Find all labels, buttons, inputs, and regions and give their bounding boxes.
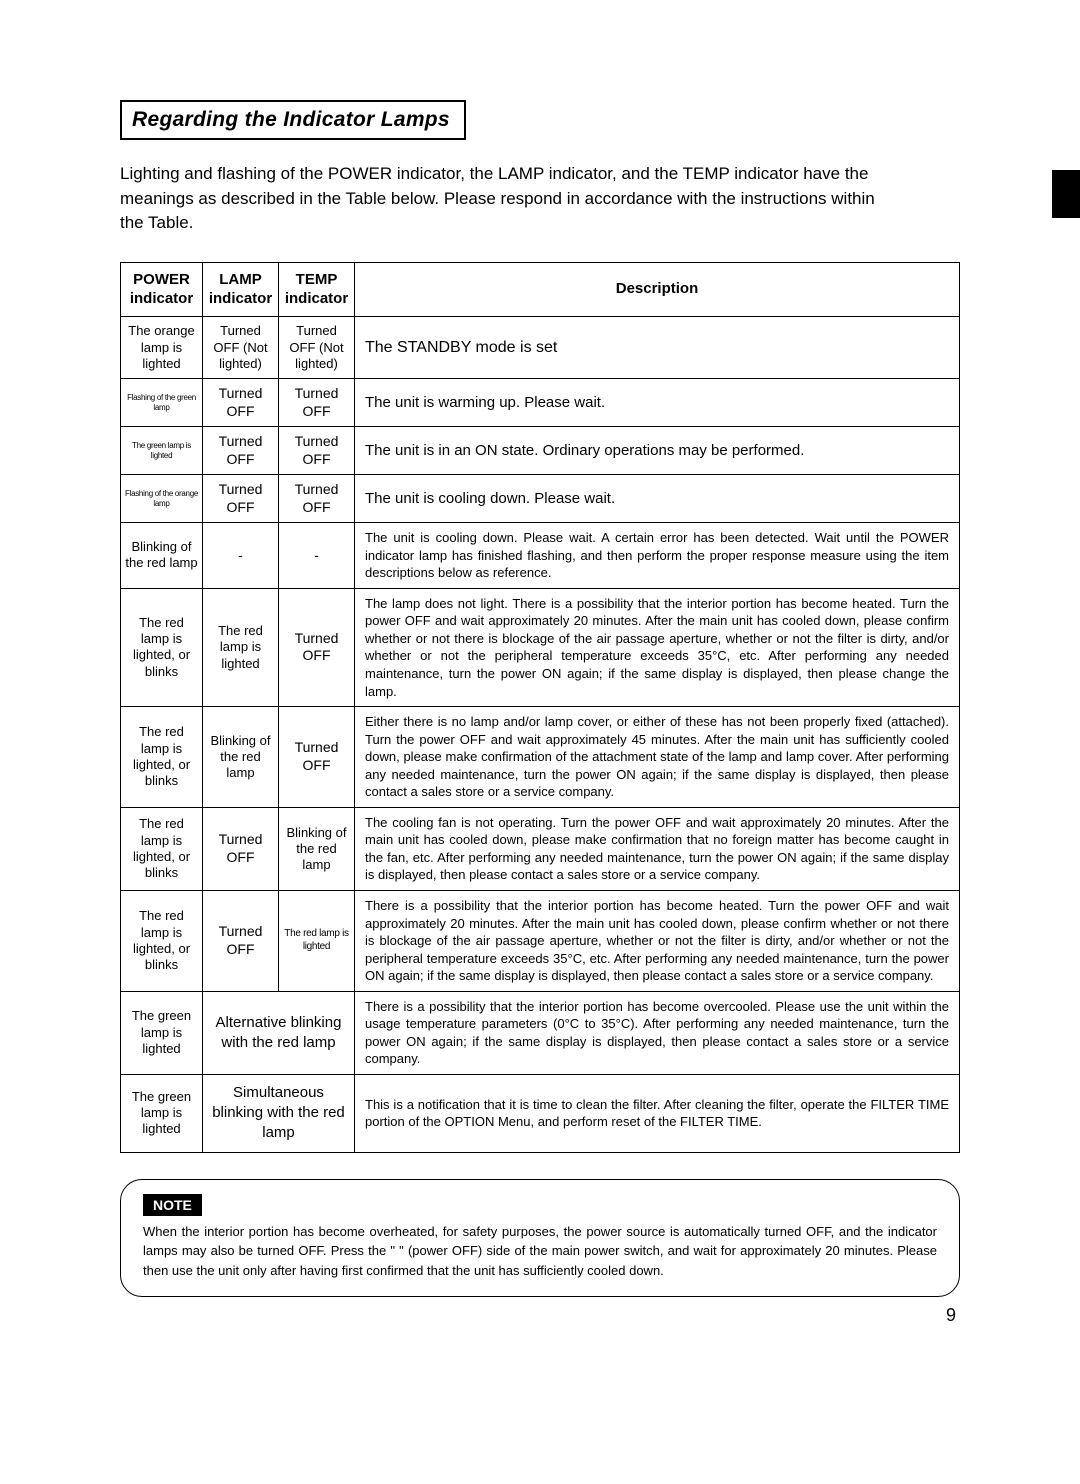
cell-power: Blinking of the red lamp — [121, 523, 203, 589]
section-title-frame: Regarding the Indicator Lamps — [120, 100, 466, 140]
cell-desc: The unit is warming up. Please wait. — [355, 379, 960, 427]
cell-temp: The red lamp is lighted — [279, 891, 355, 992]
side-tab — [1052, 170, 1080, 218]
table-header-row: POWER indicator LAMP indicator TEMP indi… — [121, 262, 960, 317]
table-row: The red lamp is lighted, or blinks Turne… — [121, 807, 960, 890]
cell-desc: Either there is no lamp and/or lamp cove… — [355, 707, 960, 808]
cell-power: Flashing of the orange lamp — [121, 475, 203, 523]
th-lamp: LAMP indicator — [203, 262, 279, 317]
section-title: Regarding the Indicator Lamps — [132, 108, 450, 131]
cell-temp: Blinking of the red lamp — [279, 807, 355, 890]
th-power: POWER indicator — [121, 262, 203, 317]
table-row: The red lamp is lighted, or blinks The r… — [121, 588, 960, 706]
note-label: NOTE — [143, 1194, 202, 1216]
cell-power: The red lamp is lighted, or blinks — [121, 891, 203, 992]
cell-lamp: Turned OFF — [203, 379, 279, 427]
cell-power: The green lamp is lighted — [121, 427, 203, 475]
cell-desc: The lamp does not light. There is a poss… — [355, 588, 960, 706]
cell-temp: - — [279, 523, 355, 589]
th-temp: TEMP indicator — [279, 262, 355, 317]
table-row: Flashing of the orange lamp Turned OFF T… — [121, 475, 960, 523]
cell-lamp: - — [203, 523, 279, 589]
indicator-table: POWER indicator LAMP indicator TEMP indi… — [120, 262, 960, 1153]
cell-lamp-temp-merged: Alternative blinking with the red lamp — [203, 991, 355, 1074]
cell-power: The red lamp is lighted, or blinks — [121, 707, 203, 808]
cell-power: The orange lamp is lighted — [121, 317, 203, 379]
table-row: The green lamp is lighted Alternative bl… — [121, 991, 960, 1074]
table-row: Blinking of the red lamp - - The unit is… — [121, 523, 960, 589]
cell-temp: Turned OFF — [279, 475, 355, 523]
cell-power: The green lamp is lighted — [121, 1074, 203, 1152]
cell-lamp: Turned OFF — [203, 427, 279, 475]
cell-lamp: Turned OFF — [203, 807, 279, 890]
cell-desc: This is a notification that it is time t… — [355, 1074, 960, 1152]
cell-desc: The unit is in an ON state. Ordinary ope… — [355, 427, 960, 475]
table-row: The red lamp is lighted, or blinks Turne… — [121, 891, 960, 992]
cell-temp: Turned OFF — [279, 379, 355, 427]
cell-desc: There is a possibility that the interior… — [355, 891, 960, 992]
cell-lamp: Turned OFF (Not lighted) — [203, 317, 279, 379]
table-row: The green lamp is lighted Turned OFF Tur… — [121, 427, 960, 475]
cell-temp: Turned OFF — [279, 707, 355, 808]
cell-desc: The cooling fan is not operating. Turn t… — [355, 807, 960, 890]
intro-paragraph: Lighting and flashing of the POWER indic… — [120, 162, 880, 236]
cell-desc: The unit is cooling down. Please wait. — [355, 475, 960, 523]
cell-temp: Turned OFF (Not lighted) — [279, 317, 355, 379]
cell-power: The red lamp is lighted, or blinks — [121, 807, 203, 890]
cell-lamp: The red lamp is lighted — [203, 588, 279, 706]
table-row: Flashing of the green lamp Turned OFF Tu… — [121, 379, 960, 427]
cell-temp: Turned OFF — [279, 588, 355, 706]
note-text: When the interior portion has become ove… — [143, 1222, 937, 1281]
cell-power: The green lamp is lighted — [121, 991, 203, 1074]
cell-power: The red lamp is lighted, or blinks — [121, 588, 203, 706]
cell-temp: Turned OFF — [279, 427, 355, 475]
table-row: The red lamp is lighted, or blinks Blink… — [121, 707, 960, 808]
page-number: 9 — [120, 1305, 960, 1326]
table-row: The green lamp is lighted Simultaneous b… — [121, 1074, 960, 1152]
th-desc: Description — [355, 262, 960, 317]
cell-desc: There is a possibility that the interior… — [355, 991, 960, 1074]
cell-desc: The unit is cooling down. Please wait. A… — [355, 523, 960, 589]
cell-lamp: Blinking of the red lamp — [203, 707, 279, 808]
cell-power: Flashing of the green lamp — [121, 379, 203, 427]
cell-lamp: Turned OFF — [203, 891, 279, 992]
note-box: NOTE When the interior portion has becom… — [120, 1179, 960, 1298]
cell-lamp-temp-merged: Simultaneous blinking with the red lamp — [203, 1074, 355, 1152]
cell-lamp: Turned OFF — [203, 475, 279, 523]
table-row: The orange lamp is lighted Turned OFF (N… — [121, 317, 960, 379]
cell-desc: The STANDBY mode is set — [355, 317, 960, 379]
